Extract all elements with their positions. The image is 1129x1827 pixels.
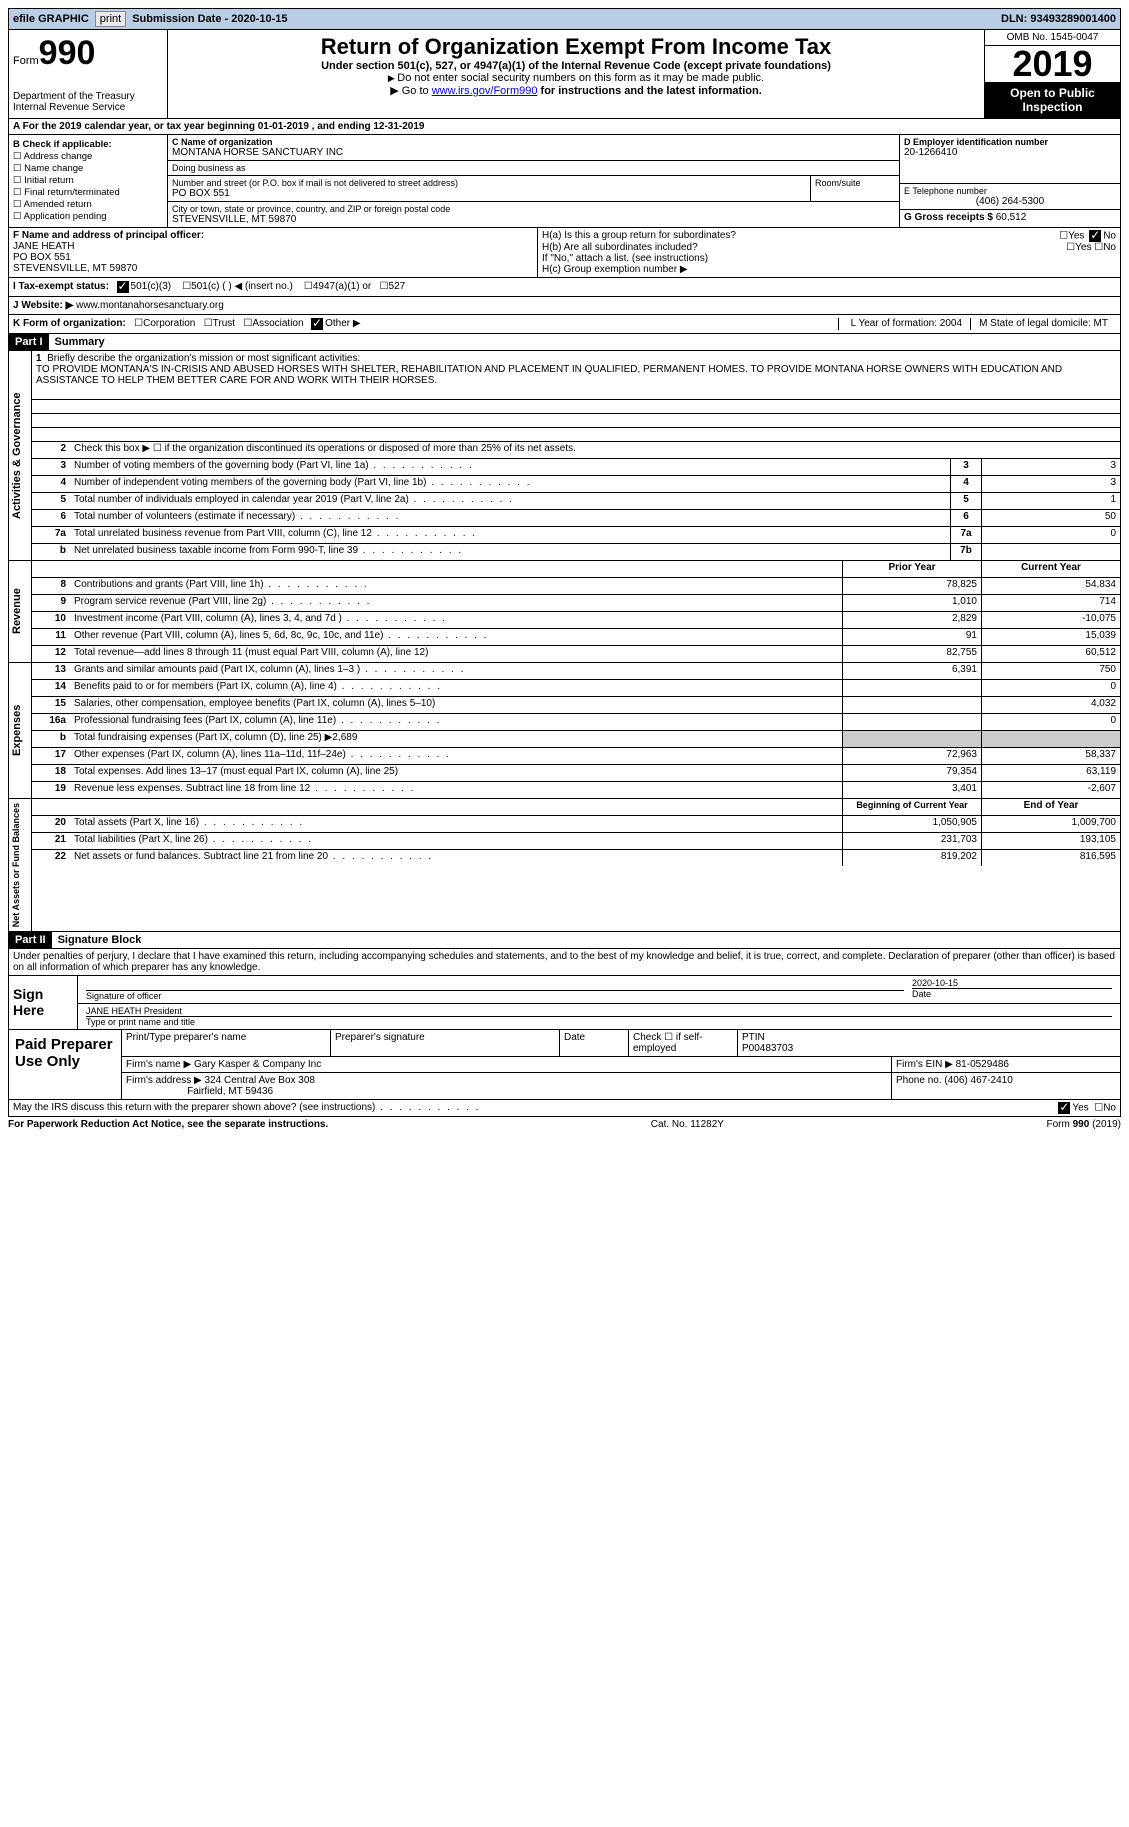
officer-box: F Name and address of principal officer:… [9,228,538,277]
cb-final-return[interactable]: ☐ Final return/terminated [13,187,163,198]
cb-application-pending[interactable]: ☐ Application pending [13,211,163,222]
cb-501c3[interactable] [117,281,129,293]
efile-label: efile GRAPHIC [13,13,89,25]
paid-preparer-label: Paid Preparer Use Only [9,1030,122,1099]
paperwork-notice: For Paperwork Reduction Act Notice, see … [8,1119,328,1130]
row-f: F Name and address of principal officer:… [8,228,1121,278]
phone: (406) 264-5300 [904,196,1116,207]
b-label: B Check if applicable: [13,139,112,150]
mission-line [32,428,1120,442]
l6-val: 50 [981,510,1120,526]
year-formation: L Year of formation: 2004 [843,318,970,330]
org-name-cell: C Name of organization MONTANA HORSE SAN… [168,135,899,161]
firm-ein: 81-0529486 [956,1059,1009,1070]
paid-preparer-block: Paid Preparer Use Only Print/Type prepar… [8,1030,1121,1100]
part1-header: Part I Summary [8,334,1121,351]
footer-row: For Paperwork Reduction Act Notice, see … [8,1117,1121,1132]
perjury-declaration: Under penalties of perjury, I declare th… [9,949,1120,976]
title-box: Return of Organization Exempt From Incom… [168,30,984,118]
print-button[interactable]: print [95,11,126,27]
year-box: OMB No. 1545-0047 2019 Open to Public In… [984,30,1120,118]
vert-revenue: Revenue [9,561,32,662]
dln: DLN: 93493289001400 [1001,13,1116,25]
tax-year: 2019 [985,46,1120,82]
state-domicile: M State of legal domicile: MT [970,318,1116,330]
sign-here-label: Sign Here [9,976,78,1029]
form-label: Form [13,55,39,67]
officer-name: JANE HEATH [13,241,75,252]
form990-link[interactable]: www.irs.gov/Form990 [432,85,538,97]
city: STEVENSVILLE, MT 59870 [172,214,895,225]
form-number: 990 [39,34,96,72]
firm-name: Gary Kasper & Company Inc [194,1059,321,1070]
cb-name-change[interactable]: ☐ Name change [13,163,163,174]
addr-cell: Number and street (or P.O. box if mail i… [168,176,899,202]
form-ref: Form 990 (2019) [1047,1119,1121,1130]
cb-other[interactable] [311,318,323,330]
org-name: MONTANA HORSE SANCTUARY INC [172,147,895,158]
section-bcd: B Check if applicable: ☐ Address change … [8,135,1121,228]
mission-line [32,386,1120,400]
signature-block: Under penalties of perjury, I declare th… [8,949,1121,1030]
hb-yesno: ☐Yes ☐No [1066,242,1116,253]
sub-2: Do not enter social security numbers on … [172,72,980,84]
website-url: www.montanahorsesanctuary.org [76,300,224,311]
l4-val: 3 [981,476,1120,492]
cb-amended-return[interactable]: ☐ Amended return [13,199,163,210]
submission-date: Submission Date - 2020-10-15 [132,13,287,25]
cb-address-change[interactable]: ☐ Address change [13,151,163,162]
vert-netassets: Net Assets or Fund Balances [9,799,32,931]
l5-val: 1 [981,493,1120,509]
dba-cell: Doing business as [168,161,899,176]
cat-no: Cat. No. 11282Y [651,1119,724,1130]
revenue-section: Revenue Prior YearCurrent Year 8Contribu… [8,561,1121,663]
city-cell: City or town, state or province, country… [168,202,899,227]
hdr-current-year: Current Year [981,561,1120,577]
dept-treasury: Department of the Treasury Internal Reve… [13,91,163,113]
vert-activities: Activities & Governance [9,351,32,560]
street-addr: PO BOX 551 [172,188,806,199]
mission-text: TO PROVIDE MONTANA'S IN-CRISIS AND ABUSE… [36,364,1062,386]
open-public: Open to Public Inspection [985,82,1120,118]
gross-receipts: 60,512 [996,212,1027,223]
discuss-yes[interactable] [1058,1102,1070,1114]
col-d: D Employer identification number 20-1266… [899,135,1120,227]
ein-cell: D Employer identification number 20-1266… [900,135,1120,184]
row-j: J Website: ▶ www.montanahorsesanctuary.o… [8,297,1121,315]
vert-expenses: Expenses [9,663,32,798]
row-k: K Form of organization: ☐ Corporation ☐ … [8,315,1121,334]
ein: 20-1266410 [904,147,1116,158]
prep-phone: (406) 467-2410 [944,1075,1012,1086]
activities-section: Activities & Governance 1 Briefly descri… [8,351,1121,561]
part2-header: Part II Signature Block [8,932,1121,949]
ha-yesno: ☐Yes No [1059,230,1116,242]
mission-line [32,400,1120,414]
mission-block: 1 Briefly describe the organization's mi… [32,351,1120,386]
top-bar: efile GRAPHIC print Submission Date - 20… [8,8,1121,30]
col-c: C Name of organization MONTANA HORSE SAN… [168,135,899,227]
l3-val: 3 [981,459,1120,475]
sub-1: Under section 501(c), 527, or 4947(a)(1)… [172,60,980,72]
header-row: Form990 Department of the Treasury Inter… [8,30,1121,119]
row-a-taxyear: A For the 2019 calendar year, or tax yea… [8,119,1121,135]
hdr-prior-year: Prior Year [842,561,981,577]
l7b-val [981,544,1120,560]
h-box: H(a) Is this a group return for subordin… [538,228,1120,277]
ha-no-checked[interactable] [1089,230,1101,242]
mission-line [32,414,1120,428]
ptin: P00483703 [742,1043,793,1054]
netassets-section: Net Assets or Fund Balances Beginning of… [8,799,1121,932]
row-i: I Tax-exempt status: 501(c)(3) ☐ 501(c) … [8,278,1121,297]
officer-name-title: JANE HEATH President [86,1006,1112,1016]
cb-initial-return[interactable]: ☐ Initial return [13,175,163,186]
col-b: B Check if applicable: ☐ Address change … [9,135,168,227]
main-title: Return of Organization Exempt From Incom… [172,34,980,60]
l7a-val: 0 [981,527,1120,543]
sub-3: ▶ Go to www.irs.gov/Form990 for instruct… [172,84,980,97]
phone-cell: E Telephone number (406) 264-5300 [900,184,1120,210]
expenses-section: Expenses 13Grants and similar amounts pa… [8,663,1121,799]
gross-cell: G Gross receipts $ 60,512 [900,210,1120,225]
discuss-row: May the IRS discuss this return with the… [8,1100,1121,1117]
form-990-box: Form990 Department of the Treasury Inter… [9,30,168,118]
